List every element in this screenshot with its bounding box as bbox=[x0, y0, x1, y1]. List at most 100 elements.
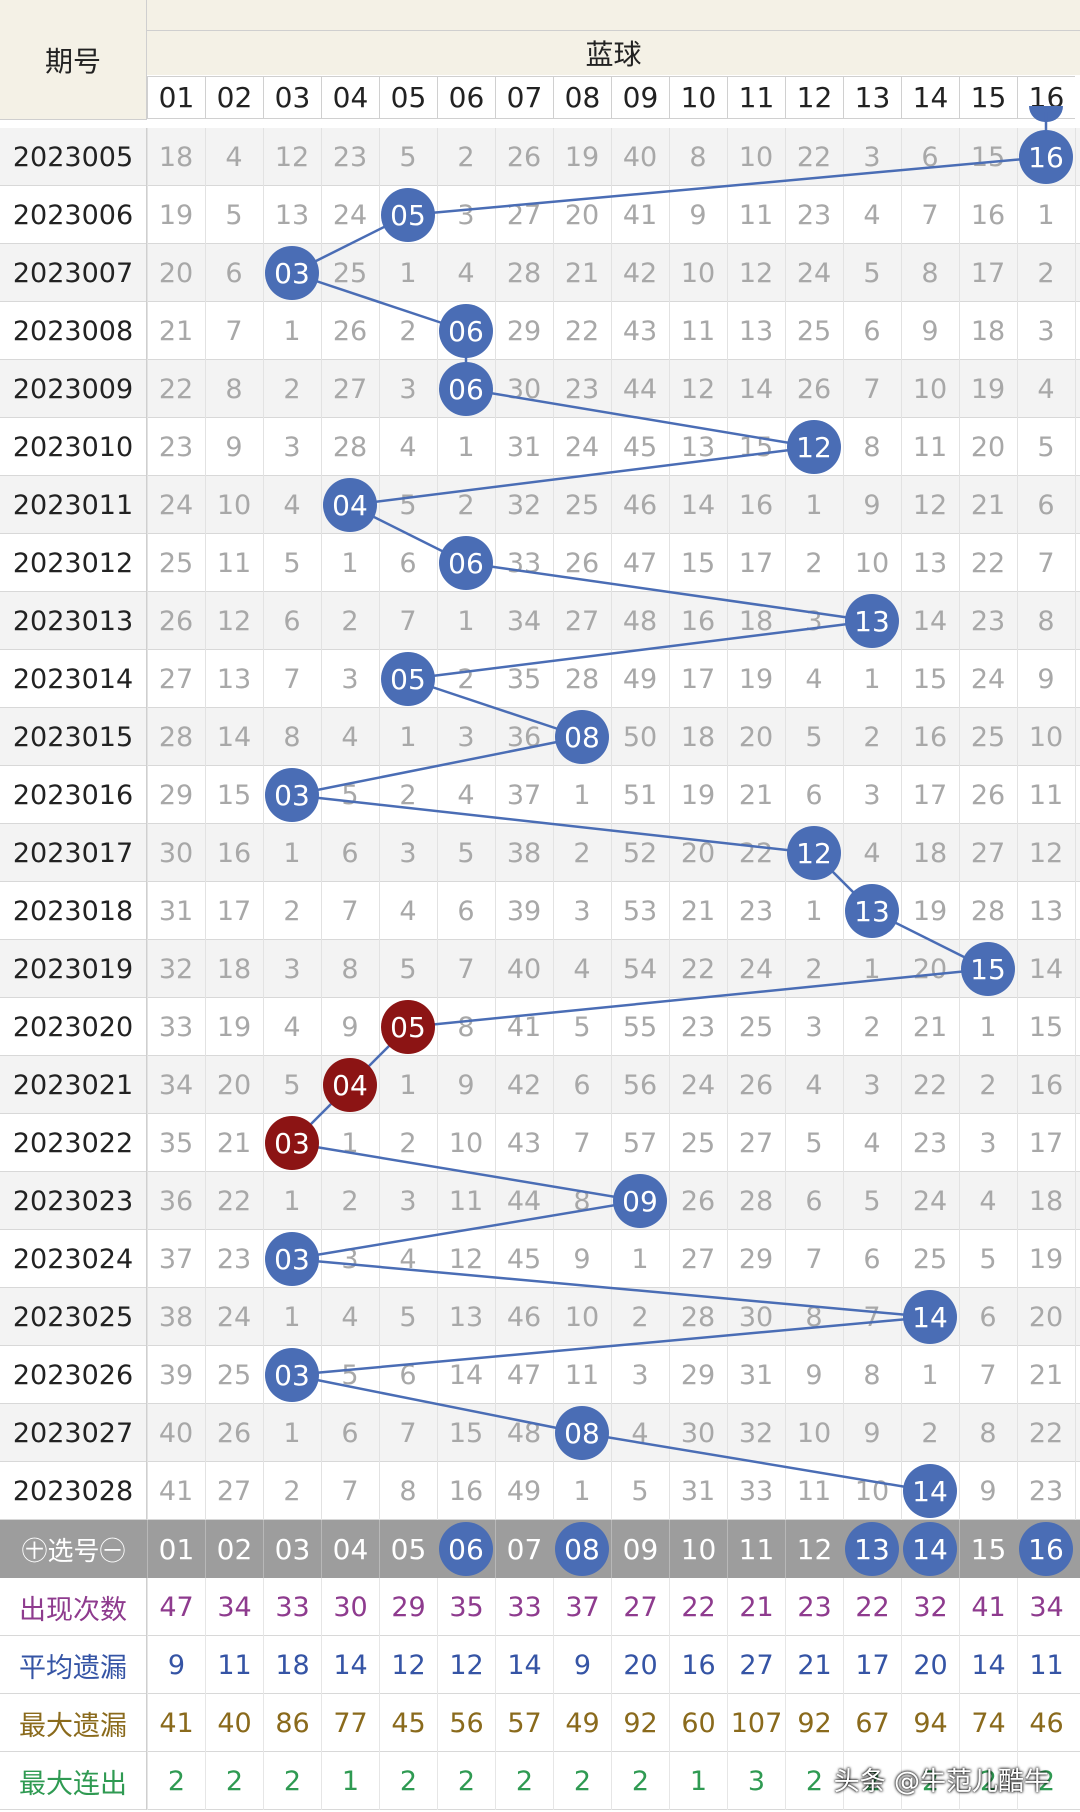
stats-row-background bbox=[0, 1578, 1080, 1636]
hit-ball: 13 bbox=[845, 594, 899, 648]
miss-count: 4 bbox=[805, 1069, 823, 1101]
miss-count: 14 bbox=[680, 489, 716, 521]
selected-number-ball[interactable]: 06 bbox=[439, 1522, 493, 1576]
miss-count: 24 bbox=[912, 1185, 948, 1217]
miss-count: 4 bbox=[341, 1301, 359, 1333]
miss-count: 9 bbox=[1037, 663, 1055, 695]
stats-value: 41 bbox=[147, 1694, 205, 1752]
miss-count: 19 bbox=[970, 373, 1006, 405]
column-divider bbox=[263, 128, 264, 1520]
select-number[interactable]: 10 bbox=[669, 1520, 727, 1578]
stats-value: 2 bbox=[959, 1752, 1017, 1810]
stats-value: 45 bbox=[379, 1694, 437, 1752]
miss-count: 4 bbox=[225, 141, 243, 173]
miss-count: 4 bbox=[283, 489, 301, 521]
miss-count: 26 bbox=[796, 373, 832, 405]
column-divider bbox=[611, 128, 612, 1520]
miss-count: 7 bbox=[863, 373, 881, 405]
issue-number: 2023017 bbox=[0, 824, 147, 882]
miss-count: 22 bbox=[564, 315, 600, 347]
select-number[interactable]: 02 bbox=[205, 1520, 263, 1578]
miss-count: 16 bbox=[912, 721, 948, 753]
column-divider bbox=[669, 128, 670, 1520]
header-blue-cell: 蓝球 bbox=[147, 30, 1080, 75]
miss-count: 3 bbox=[863, 1069, 881, 1101]
select-number[interactable]: 04 bbox=[321, 1520, 379, 1578]
miss-count: 4 bbox=[863, 1127, 881, 1159]
miss-count: 9 bbox=[979, 1475, 997, 1507]
stats-value: 14 bbox=[495, 1636, 553, 1694]
miss-count: 7 bbox=[283, 663, 301, 695]
stats-row-background bbox=[0, 1694, 1080, 1752]
miss-count: 25 bbox=[680, 1127, 716, 1159]
issue-number: 2023022 bbox=[0, 1114, 147, 1172]
select-number[interactable]: 09 bbox=[611, 1520, 669, 1578]
stats-value: 20 bbox=[901, 1636, 959, 1694]
stats-row-background bbox=[0, 1752, 1080, 1810]
miss-count: 25 bbox=[332, 257, 368, 289]
miss-count: 48 bbox=[506, 1417, 542, 1449]
stats-value: 3 bbox=[727, 1752, 785, 1810]
miss-count: 3 bbox=[399, 373, 417, 405]
select-number[interactable]: 15 bbox=[959, 1520, 1017, 1578]
miss-count: 27 bbox=[680, 1243, 716, 1275]
selected-number-ball[interactable]: 16 bbox=[1019, 1522, 1073, 1576]
miss-count: 22 bbox=[912, 1069, 948, 1101]
miss-count: 9 bbox=[341, 1011, 359, 1043]
row-divider bbox=[0, 1113, 1080, 1114]
miss-count: 24 bbox=[970, 663, 1006, 695]
column-divider bbox=[205, 128, 206, 1520]
select-number[interactable]: 07 bbox=[495, 1520, 553, 1578]
miss-count: 2 bbox=[457, 663, 475, 695]
stats-value: 67 bbox=[843, 1694, 901, 1752]
stats-value: 47 bbox=[147, 1578, 205, 1636]
miss-count: 17 bbox=[1028, 1127, 1064, 1159]
miss-count: 29 bbox=[680, 1359, 716, 1391]
miss-count: 4 bbox=[573, 953, 591, 985]
miss-count: 3 bbox=[399, 837, 417, 869]
selected-number-ball[interactable]: 13 bbox=[845, 1522, 899, 1576]
issue-number: 2023018 bbox=[0, 882, 147, 940]
stats-value: 41 bbox=[959, 1578, 1017, 1636]
miss-count: 3 bbox=[457, 199, 475, 231]
miss-count: 12 bbox=[448, 1243, 484, 1275]
miss-count: 22 bbox=[158, 373, 194, 405]
issue-number: 2023014 bbox=[0, 650, 147, 708]
miss-count: 8 bbox=[283, 721, 301, 753]
miss-count: 1 bbox=[341, 1127, 359, 1159]
select-number[interactable]: 11 bbox=[727, 1520, 785, 1578]
miss-count: 24 bbox=[332, 199, 368, 231]
miss-count: 23 bbox=[796, 199, 832, 231]
stats-value: 23 bbox=[785, 1578, 843, 1636]
miss-count: 17 bbox=[680, 663, 716, 695]
selected-number-ball[interactable]: 08 bbox=[555, 1522, 609, 1576]
miss-count: 5 bbox=[399, 1301, 417, 1333]
miss-count: 20 bbox=[970, 431, 1006, 463]
select-row-label[interactable]: ㊉选号㊀ bbox=[21, 1536, 126, 1567]
miss-count: 8 bbox=[457, 1011, 475, 1043]
miss-count: 42 bbox=[622, 257, 658, 289]
miss-count: 5 bbox=[979, 1243, 997, 1275]
selected-number-ball[interactable]: 14 bbox=[903, 1522, 957, 1576]
hit-ball: 14 bbox=[903, 1464, 957, 1518]
select-number[interactable]: 05 bbox=[379, 1520, 437, 1578]
select-number[interactable]: 03 bbox=[263, 1520, 321, 1578]
stats-value: 46 bbox=[1017, 1694, 1075, 1752]
row-divider bbox=[0, 1461, 1080, 1462]
miss-count: 5 bbox=[225, 199, 243, 231]
hit-ball: 04 bbox=[323, 1058, 377, 1112]
miss-count: 1 bbox=[573, 1475, 591, 1507]
miss-count: 25 bbox=[796, 315, 832, 347]
miss-count: 5 bbox=[341, 1359, 359, 1391]
select-number[interactable]: 01 bbox=[147, 1520, 205, 1578]
miss-count: 20 bbox=[1028, 1301, 1064, 1333]
select-number[interactable]: 12 bbox=[785, 1520, 843, 1578]
miss-count: 4 bbox=[1037, 373, 1055, 405]
stats-value: 14 bbox=[959, 1636, 1017, 1694]
hit-ball: 08 bbox=[555, 710, 609, 764]
miss-count: 7 bbox=[399, 605, 417, 637]
issue-number: 2023012 bbox=[0, 534, 147, 592]
miss-count: 18 bbox=[158, 141, 194, 173]
miss-count: 26 bbox=[680, 1185, 716, 1217]
miss-count: 4 bbox=[283, 1011, 301, 1043]
